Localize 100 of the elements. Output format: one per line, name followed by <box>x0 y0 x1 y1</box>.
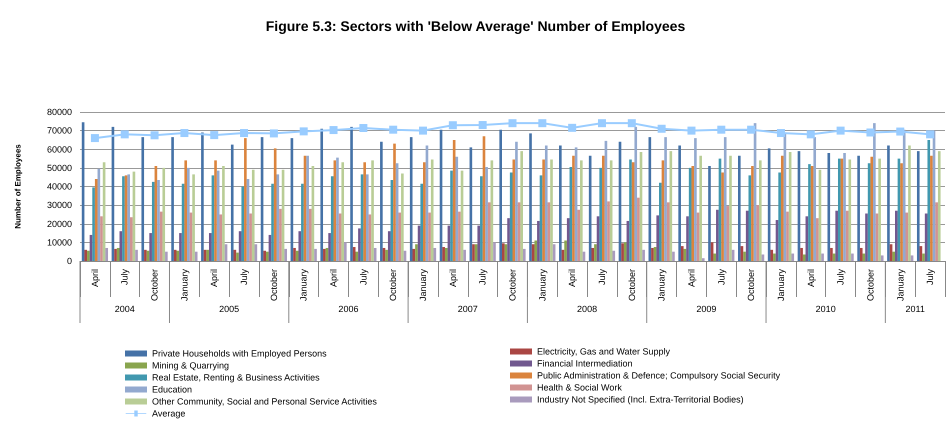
bar <box>821 254 824 261</box>
bar <box>450 170 453 261</box>
bar <box>748 175 752 261</box>
bar <box>426 146 428 261</box>
y-tick-label: 50000 <box>46 162 72 173</box>
bar <box>448 226 450 261</box>
bar <box>732 250 734 261</box>
bar <box>542 159 545 261</box>
bar <box>404 250 406 261</box>
bar <box>800 248 803 261</box>
point <box>687 126 696 135</box>
bar <box>190 212 192 261</box>
bar <box>423 162 426 261</box>
bar <box>802 254 806 261</box>
bar <box>488 202 491 261</box>
bar <box>910 255 914 261</box>
bar <box>368 214 372 261</box>
bar <box>612 250 616 261</box>
bar <box>135 250 138 261</box>
bar <box>550 159 553 261</box>
bar <box>754 123 756 261</box>
x-tick-label: July <box>925 268 936 286</box>
point <box>508 119 516 128</box>
x-tick-label: July <box>836 268 846 286</box>
bar <box>808 164 811 261</box>
bar <box>686 216 689 261</box>
bar <box>632 162 634 261</box>
bar <box>629 159 632 261</box>
x-tick-label: April <box>209 269 220 288</box>
x-tick-label: October <box>268 269 279 302</box>
bar <box>434 248 436 261</box>
point <box>150 131 159 140</box>
bar <box>868 163 870 261</box>
bar <box>758 160 762 261</box>
bar <box>860 248 863 261</box>
bar <box>162 168 166 261</box>
text: 2011 <box>905 304 925 314</box>
bar <box>352 247 356 261</box>
bar <box>374 248 376 261</box>
x-tick-label: April <box>567 269 578 288</box>
x-tick-label: April <box>448 269 458 288</box>
bar <box>710 242 714 261</box>
bar <box>122 176 125 261</box>
x-tick-label: July <box>358 268 368 286</box>
bar <box>534 240 538 261</box>
bar <box>529 133 532 261</box>
x-tick-label: October <box>150 269 160 302</box>
bar <box>924 214 928 261</box>
bar <box>271 184 274 261</box>
bar <box>865 214 868 261</box>
bar <box>234 250 236 261</box>
x-tick-label: October <box>388 269 398 302</box>
bar <box>380 142 383 261</box>
bar <box>410 137 413 261</box>
bar <box>385 250 388 261</box>
bar <box>791 254 794 261</box>
bar <box>810 166 814 261</box>
bar <box>249 214 252 261</box>
bar <box>458 212 461 261</box>
bar <box>670 151 672 261</box>
legend-label: Real Estate, Renting & Business Activities <box>152 372 320 382</box>
point <box>776 129 785 138</box>
bar <box>430 159 434 261</box>
text: 2004 <box>114 304 135 314</box>
bar <box>105 248 108 261</box>
bar <box>276 174 280 261</box>
bar <box>493 242 496 261</box>
point <box>180 129 188 138</box>
bar <box>594 244 597 261</box>
bar <box>938 151 941 261</box>
bar <box>296 250 298 261</box>
bar <box>523 248 526 261</box>
x-tick-label: October <box>865 269 876 302</box>
bar <box>518 202 520 261</box>
x-tick-label: January <box>418 268 428 302</box>
bar <box>284 248 288 261</box>
bar <box>241 186 244 261</box>
bar <box>477 226 480 261</box>
bar <box>572 156 575 261</box>
bar <box>902 130 906 261</box>
y-tick-label: 10000 <box>46 237 72 248</box>
bar <box>724 137 727 261</box>
y-tick-label: 80000 <box>46 107 72 117</box>
bar <box>114 248 117 261</box>
bar <box>330 176 334 261</box>
bar <box>846 210 848 261</box>
bar <box>537 220 540 261</box>
bar <box>818 170 822 261</box>
bar <box>152 182 155 261</box>
bar <box>455 156 458 261</box>
bar <box>729 156 732 261</box>
bar <box>678 146 681 261</box>
point <box>747 126 756 134</box>
point <box>866 128 874 136</box>
bar <box>301 184 304 261</box>
bar <box>562 250 564 261</box>
bar <box>336 158 339 261</box>
legend-label: Mining & Quarrying <box>152 360 230 370</box>
bar <box>659 182 662 261</box>
bar <box>654 247 656 261</box>
